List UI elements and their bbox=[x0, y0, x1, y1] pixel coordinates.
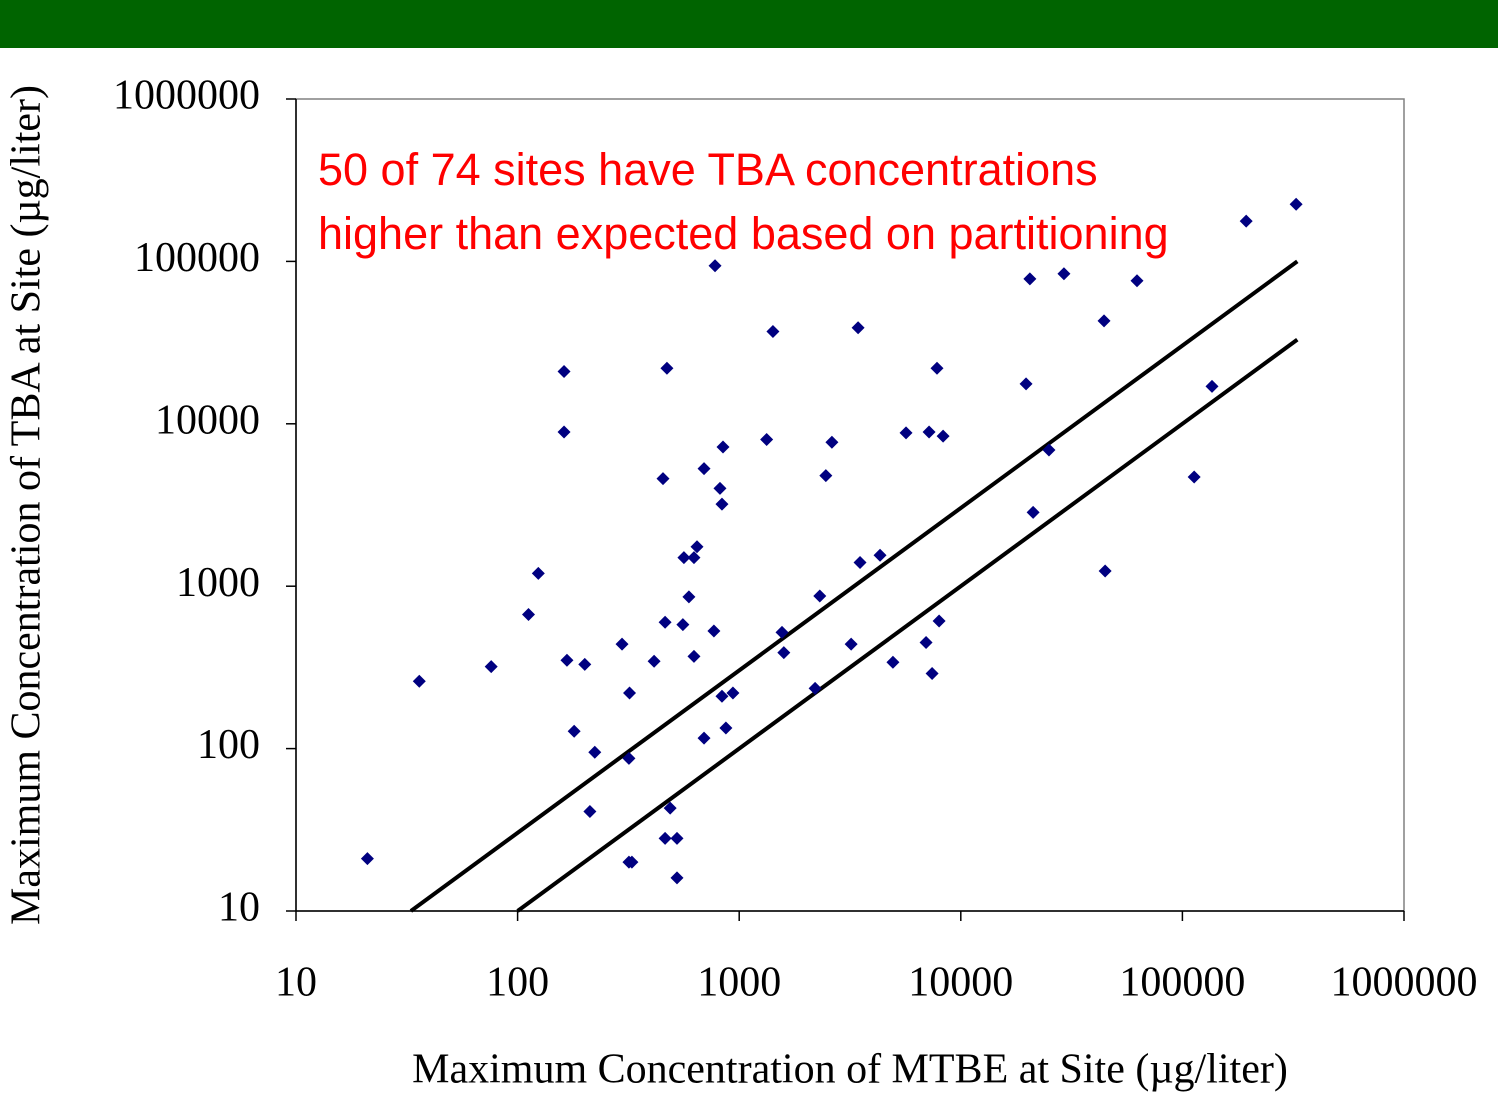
y-tick-label: 1000 bbox=[176, 560, 260, 606]
x-axis-label: Maximum Concentration of MTBE at Site (µ… bbox=[412, 1047, 1288, 1093]
reference-line bbox=[409, 259, 1299, 913]
data-point bbox=[660, 361, 674, 375]
data-point bbox=[531, 566, 545, 580]
data-point bbox=[760, 433, 774, 447]
data-point bbox=[687, 649, 701, 663]
data-point bbox=[1023, 272, 1037, 286]
data-point bbox=[716, 440, 730, 454]
data-point bbox=[715, 689, 729, 703]
data-point bbox=[687, 551, 701, 565]
data-point bbox=[567, 724, 581, 738]
data-point bbox=[707, 624, 721, 638]
header-band bbox=[0, 0, 1498, 48]
data-point bbox=[775, 625, 789, 639]
data-point bbox=[1057, 267, 1071, 281]
data-point bbox=[766, 325, 780, 339]
data-point bbox=[682, 590, 696, 604]
annotation: 50 of 74 sites have TBA concentrations bbox=[318, 144, 1098, 195]
data-point bbox=[623, 686, 637, 700]
data-point bbox=[663, 801, 677, 815]
data-point bbox=[360, 852, 374, 866]
reference-line bbox=[516, 337, 1299, 913]
x-tick-label: 1000000 bbox=[1331, 960, 1478, 1006]
data-point bbox=[899, 426, 913, 440]
data-point bbox=[522, 607, 536, 621]
data-point bbox=[647, 654, 661, 668]
data-point bbox=[713, 481, 727, 495]
y-tick-label: 10000 bbox=[155, 397, 260, 443]
data-point bbox=[677, 551, 691, 565]
data-point bbox=[658, 615, 672, 629]
data-point bbox=[853, 555, 867, 569]
y-tick-label: 10 bbox=[218, 885, 260, 931]
data-point bbox=[622, 751, 636, 765]
data-point bbox=[813, 589, 827, 603]
data-point bbox=[690, 540, 704, 554]
x-tick-label: 100 bbox=[486, 960, 549, 1006]
data-point bbox=[1289, 197, 1303, 211]
data-point bbox=[412, 674, 426, 688]
data-point bbox=[1239, 214, 1253, 228]
data-point bbox=[819, 469, 833, 483]
data-point bbox=[557, 425, 571, 439]
data-point bbox=[676, 618, 690, 632]
data-point bbox=[670, 871, 684, 885]
data-point bbox=[844, 637, 858, 651]
data-point bbox=[1098, 564, 1112, 578]
data-point bbox=[1205, 379, 1219, 393]
data-point bbox=[919, 636, 933, 650]
data-point bbox=[656, 472, 670, 486]
data-point bbox=[697, 731, 711, 745]
x-tick-label: 10 bbox=[275, 960, 317, 1006]
data-point bbox=[1026, 505, 1040, 519]
data-point bbox=[932, 614, 946, 628]
annotation: higher than expected based on partitioni… bbox=[318, 208, 1169, 259]
data-point bbox=[922, 425, 936, 439]
data-point bbox=[777, 646, 791, 660]
data-point bbox=[560, 653, 574, 667]
x-tick-label: 1000 bbox=[697, 960, 781, 1006]
data-point bbox=[557, 364, 571, 378]
y-axis-label: Maximum Concentration of TBA at Site (µg… bbox=[4, 85, 50, 925]
data-point bbox=[1097, 314, 1111, 328]
data-point bbox=[708, 259, 722, 273]
y-tick-label: 100 bbox=[197, 722, 260, 768]
data-point bbox=[583, 804, 597, 818]
data-point bbox=[930, 361, 944, 375]
y-tick-label: 100000 bbox=[134, 235, 260, 281]
y-tick-label: 1000000 bbox=[113, 73, 260, 119]
data-point bbox=[873, 548, 887, 562]
x-tick-label: 10000 bbox=[908, 960, 1013, 1006]
x-tick-label: 100000 bbox=[1119, 960, 1245, 1006]
data-point bbox=[625, 855, 639, 869]
data-point bbox=[808, 681, 822, 695]
data-point bbox=[578, 657, 592, 671]
data-point bbox=[851, 321, 865, 335]
data-point bbox=[615, 637, 629, 651]
data-point bbox=[825, 435, 839, 449]
data-point bbox=[936, 429, 950, 443]
data-point bbox=[1019, 377, 1033, 391]
data-point bbox=[670, 831, 684, 845]
data-point bbox=[697, 462, 711, 476]
data-point bbox=[886, 655, 900, 669]
data-point bbox=[719, 721, 733, 735]
data-point bbox=[925, 667, 939, 681]
data-point bbox=[658, 831, 672, 845]
data-point bbox=[588, 745, 602, 759]
data-point bbox=[484, 660, 498, 674]
data-point bbox=[715, 497, 729, 511]
data-point bbox=[1187, 470, 1201, 484]
data-point bbox=[726, 686, 740, 700]
data-point bbox=[1042, 443, 1056, 457]
data-point bbox=[1130, 274, 1144, 288]
